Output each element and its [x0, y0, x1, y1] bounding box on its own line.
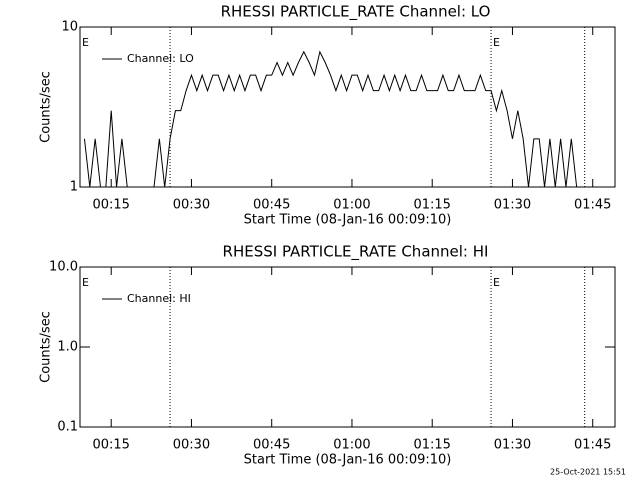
x-tick-label: 01:00 — [333, 438, 370, 453]
x-tick-label: 01:30 — [494, 438, 531, 453]
footer: 25-Oct-2021 15:51 — [550, 468, 626, 477]
data-line — [83, 50, 583, 188]
y-tick-label: 1.0 — [57, 340, 78, 355]
y-tick-label: 10.0 — [49, 260, 78, 275]
legend-label: Channel: LO — [127, 52, 194, 65]
annotation: E — [82, 36, 89, 49]
x-axis-label: Start Time (08-Jan-16 00:09:10) — [244, 453, 452, 468]
chart-title: RHESSI PARTICLE_RATE Channel: HI — [223, 243, 489, 262]
y-axis-label: Counts/sec — [39, 71, 54, 143]
x-tick-label: 01:45 — [574, 198, 611, 213]
x-tick-label: 00:15 — [92, 438, 129, 453]
y-tick-label: 1 — [70, 180, 78, 195]
chart-title: RHESSI PARTICLE_RATE Channel: LO — [221, 3, 491, 22]
x-tick-label: 00:45 — [253, 438, 290, 453]
x-tick-label: 01:15 — [413, 198, 450, 213]
x-tick-label: 00:45 — [253, 198, 290, 213]
x-tick-label: 01:45 — [574, 438, 611, 453]
x-tick-label: 00:15 — [92, 198, 129, 213]
annotation: E — [493, 276, 500, 289]
y-tick-label: 0.1 — [57, 420, 78, 435]
x-tick-label: 00:30 — [173, 438, 210, 453]
x-tick-label: 00:30 — [173, 198, 210, 213]
x-tick-label: 01:30 — [494, 198, 531, 213]
plot-frame — [79, 266, 616, 428]
y-axis-label: Counts/sec — [39, 311, 54, 383]
x-tick-label: 01:00 — [333, 198, 370, 213]
x-axis-label: Start Time (08-Jan-16 00:09:10) — [244, 213, 452, 228]
plot-frame — [79, 26, 616, 188]
annotation: E — [493, 36, 500, 49]
legend-label: Channel: HI — [127, 292, 191, 305]
annotation: E — [82, 276, 89, 289]
y-tick-label: 10 — [61, 20, 78, 35]
x-tick-label: 01:15 — [413, 438, 450, 453]
